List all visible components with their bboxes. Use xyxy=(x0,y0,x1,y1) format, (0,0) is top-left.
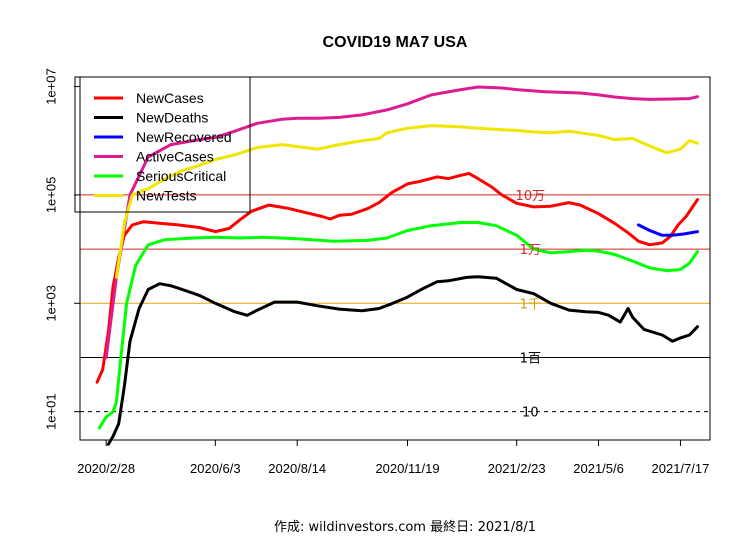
chart-title: COVID19 MA7 USA xyxy=(323,34,468,51)
series-layer xyxy=(95,85,699,446)
reference-label: 1百 xyxy=(520,351,541,366)
legend-label: SeriousCritical xyxy=(136,168,226,184)
legend-label: NewCases xyxy=(136,90,204,106)
series-line-seriouscritical xyxy=(97,221,699,430)
legend: NewCases NewDeaths NewRecovered ActiveCases… xyxy=(74,76,251,213)
reference-label: 10万 xyxy=(516,189,546,204)
reference-label: 1万 xyxy=(520,243,541,258)
x-tick-label: 2021/2/23 xyxy=(488,461,546,476)
legend-box xyxy=(74,76,251,213)
y-tick-label: 1e+05 xyxy=(43,177,58,214)
x-tick-label: 2021/7/17 xyxy=(652,461,710,476)
series-line-newdeaths xyxy=(106,275,699,446)
y-tick-label: 1e+07 xyxy=(43,68,58,105)
legend-label: NewTests xyxy=(136,188,197,204)
plot-frame xyxy=(79,76,711,441)
x-axis: 2020/2/28 2020/6/3 2020/8/14 2020/11/19 2021… xyxy=(77,440,709,476)
chart-caption: 作成: wildinvestors.com 最終日: 2021/8/1 xyxy=(274,519,536,535)
x-tick-label: 2020/11/19 xyxy=(375,461,439,476)
reference-labels: 10万 1万 1千 1百 10 xyxy=(516,189,546,421)
reference-label: 10 xyxy=(522,406,539,421)
y-axis: 1e+01 1e+03 1e+05 1e+07 xyxy=(43,68,80,430)
x-tick-label: 2020/6/3 xyxy=(190,461,241,476)
legend-label: NewDeaths xyxy=(136,110,208,126)
legend-label: NewRecovered xyxy=(136,129,232,145)
y-tick-label: 1e+01 xyxy=(43,393,58,430)
x-tick-label: 2020/8/14 xyxy=(268,461,326,476)
series-line-newcases xyxy=(95,171,699,384)
x-tick-label: 2020/2/28 xyxy=(77,461,135,476)
series-line-newrecovered xyxy=(636,223,699,237)
reference-label: 1千 xyxy=(520,297,541,312)
legend-label: ActiveCases xyxy=(136,149,214,165)
series-line-newtests xyxy=(114,124,699,279)
series-line-activecases xyxy=(104,85,699,359)
y-tick-label: 1e+03 xyxy=(43,285,58,322)
x-tick-label: 2021/5/6 xyxy=(573,461,624,476)
